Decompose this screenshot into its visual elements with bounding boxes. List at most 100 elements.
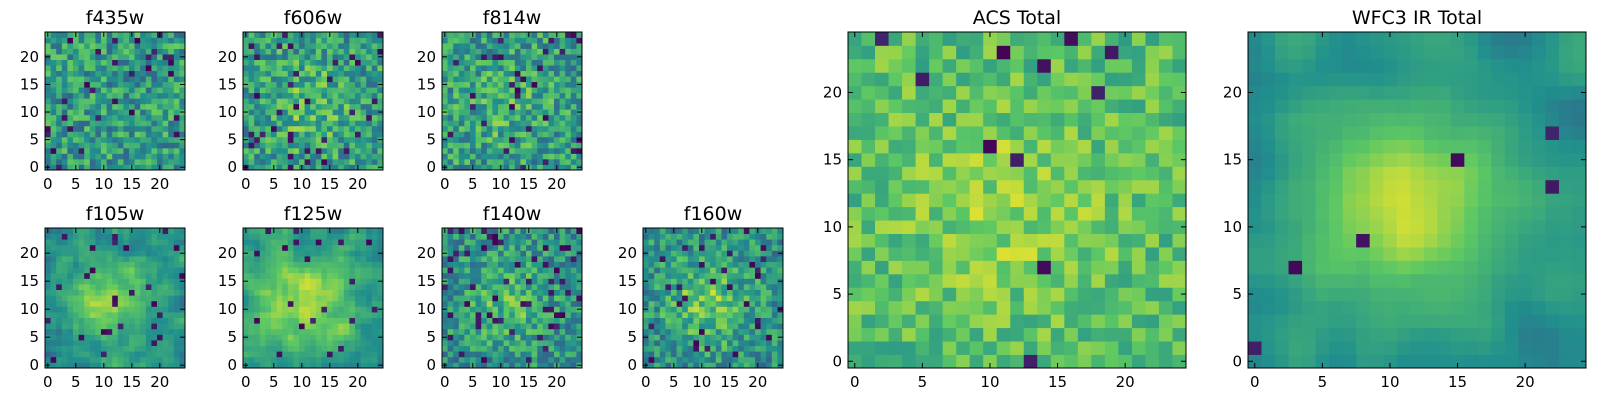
heatmap-cell: [360, 109, 367, 116]
heatmap-cell: [61, 164, 68, 171]
heatmap-cell: [95, 295, 102, 302]
heatmap-cell: [140, 233, 147, 240]
heatmap-cell: [377, 267, 384, 274]
heatmap-cell: [304, 267, 311, 274]
heatmap-cell: [377, 125, 384, 132]
heatmap-cell: [537, 261, 544, 268]
heatmap-cell: [498, 300, 504, 307]
heatmap-cell: [162, 142, 169, 149]
heatmap-cell: [112, 289, 119, 296]
heatmap-cell: [554, 334, 560, 341]
heatmap-cell: [321, 98, 328, 105]
heatmap-cell: [73, 334, 79, 341]
heatmap-cell: [287, 131, 294, 138]
heatmap-cells: [243, 228, 384, 369]
heatmap-cell: [1037, 341, 1052, 355]
heatmap-cell: [248, 92, 255, 99]
heatmap-cell: [1077, 327, 1092, 342]
heatmap-cell: [514, 43, 521, 49]
heatmap-cell: [343, 233, 350, 240]
heatmap-cell: [106, 272, 113, 279]
heatmap-cell: [73, 267, 79, 274]
heatmap-cell: [721, 233, 728, 240]
heatmap-cell: [470, 256, 476, 262]
x-tick-label: 15: [519, 373, 538, 391]
heatmap-cell: [73, 103, 79, 110]
heatmap-cell: [101, 295, 107, 302]
heatmap-cell: [45, 98, 51, 105]
heatmap-cell: [1010, 273, 1025, 288]
heatmap-cell: [123, 48, 130, 55]
heatmap-cell: [50, 244, 57, 251]
heatmap-cell: [915, 179, 930, 194]
heatmap-cell: [73, 317, 79, 324]
heatmap-cell: [509, 317, 516, 324]
heatmap-cell: [559, 59, 566, 66]
heatmap-cell: [492, 54, 499, 60]
heatmap-cell: [453, 120, 460, 127]
heatmap-cell: [332, 239, 339, 246]
heatmap-cell: [112, 76, 119, 83]
heatmap-cell: [151, 92, 158, 99]
heatmap-cell: [1077, 260, 1092, 275]
heatmap-cell: [106, 81, 113, 88]
heatmap-cell: [112, 120, 119, 127]
heatmap-cell: [492, 328, 499, 335]
heatmap-cell: [654, 272, 661, 279]
heatmap-cell: [50, 233, 57, 240]
heatmap-cell: [470, 48, 476, 55]
heatmap-cell: [310, 351, 317, 358]
heatmap-cell: [537, 136, 544, 143]
heatmap-cell: [173, 312, 180, 318]
heatmap-cell: [570, 295, 577, 302]
heatmap-cell: [565, 37, 572, 44]
heatmap-cell: [123, 98, 130, 105]
heatmap-cell: [498, 250, 504, 257]
heatmap-cell: [310, 37, 317, 44]
heatmap-cell: [721, 295, 728, 302]
heatmap-cell: [565, 48, 572, 55]
heatmap-cell: [293, 54, 300, 60]
heatmap-cell: [453, 37, 460, 44]
heatmap-cell: [78, 87, 85, 94]
heatmap-cell: [520, 48, 527, 55]
heatmap-cell: [559, 261, 566, 268]
heatmap-cell: [282, 164, 289, 171]
heatmap-cell: [453, 131, 460, 138]
heatmap-cell: [287, 136, 294, 143]
heatmap-cell: [95, 261, 102, 268]
heatmap-cell: [349, 261, 356, 268]
heatmap-cell: [732, 261, 739, 268]
heatmap-cell: [721, 278, 728, 285]
heatmap-cell: [78, 54, 85, 60]
heatmap-cell: [89, 267, 96, 274]
heatmap-cell: [332, 32, 339, 38]
heatmap-cell: [304, 125, 311, 132]
heatmap-cell: [565, 244, 572, 251]
heatmap-cell: [366, 356, 373, 363]
heatmap-cell: [61, 289, 68, 296]
heatmap-cell: [162, 340, 169, 346]
heatmap-cell: [565, 345, 572, 352]
heatmap-cell: [648, 323, 655, 330]
heatmap-cell: [145, 43, 152, 49]
heatmap-cell: [710, 351, 717, 358]
heatmap-cell: [366, 87, 373, 94]
heatmap-cell: [475, 43, 482, 49]
heatmap-cell: [738, 295, 745, 302]
y-tick-label: 15: [218, 272, 237, 290]
heatmap-cell: [371, 323, 378, 330]
heatmap-cell: [299, 158, 305, 165]
heatmap-cell: [377, 356, 384, 363]
heatmap-cell: [117, 340, 124, 346]
heatmap-cell: [509, 356, 516, 363]
heatmap-cell: [475, 81, 482, 88]
heatmap-cell: [78, 272, 85, 279]
heatmap-cell: [73, 43, 79, 49]
heatmap-cell: [134, 295, 141, 302]
heatmap-cell: [293, 120, 300, 127]
heatmap-cell: [173, 362, 180, 369]
heatmap-cell: [84, 142, 91, 149]
heatmap-cell: [693, 278, 700, 285]
heatmap-cell: [95, 300, 102, 307]
